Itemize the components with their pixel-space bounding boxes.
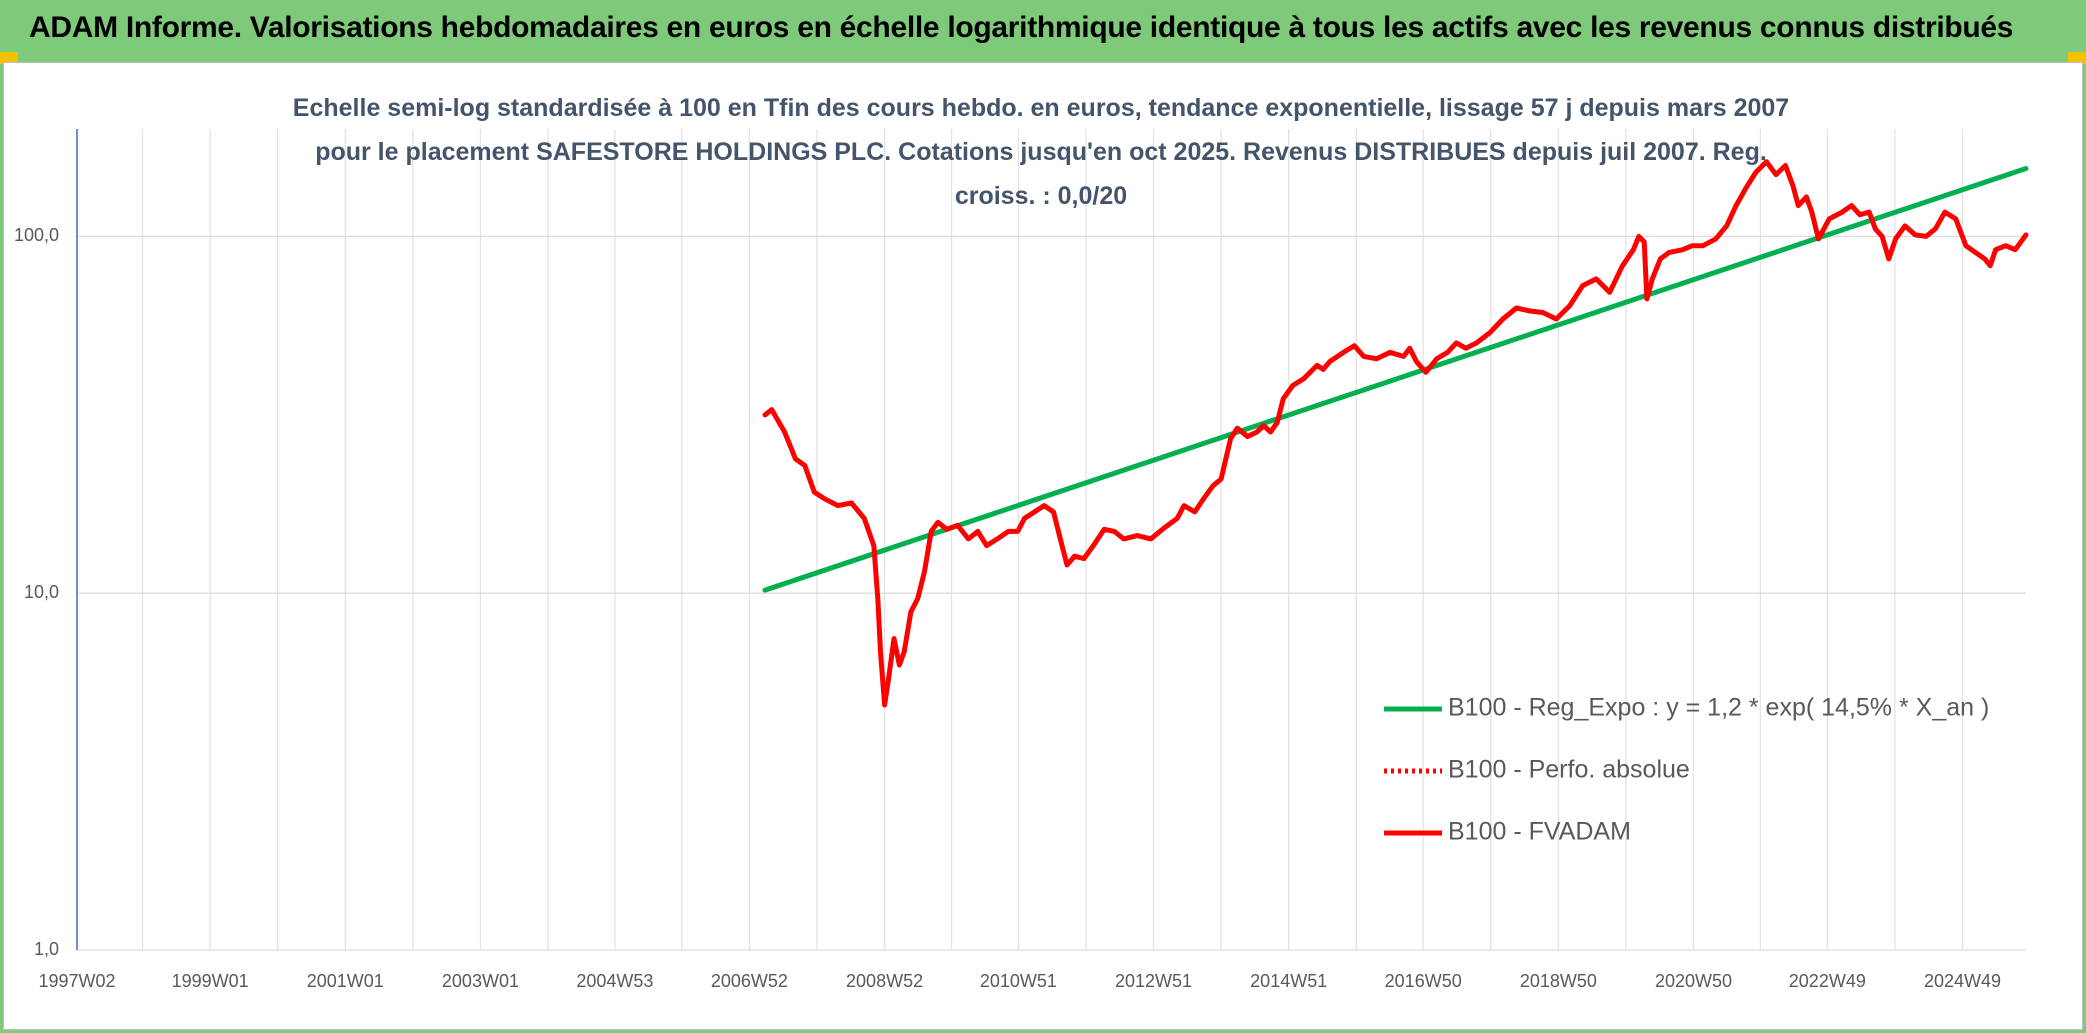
x-tick-label: 2018W50 — [1520, 971, 1597, 991]
x-tick-label: 2024W49 — [1924, 971, 2001, 991]
y-tick-label: 1,0 — [34, 939, 59, 959]
legend-label: B100 - Perfo. absolue — [1448, 756, 1690, 784]
x-tick-label: 2014W51 — [1250, 971, 1327, 991]
x-tick-label: 1997W02 — [38, 971, 115, 991]
y-tick-label: 10,0 — [24, 582, 59, 602]
corner-mark — [2068, 52, 2086, 64]
chart-panel — [3, 62, 2083, 1030]
x-tick-label: 2008W52 — [846, 971, 923, 991]
x-tick-label: 2020W50 — [1655, 971, 1732, 991]
legend-label: B100 - FVADAM — [1448, 818, 1631, 846]
y-tick-label: 100,0 — [14, 225, 59, 245]
series-line — [762, 166, 2029, 593]
x-tick-label: 2016W50 — [1385, 971, 1462, 991]
x-tick-label: 1999W01 — [172, 971, 249, 991]
legend-label: B100 - Reg_Expo : y = 1,2 * exp( 14,5% *… — [1448, 694, 1989, 722]
x-tick-label: 2012W51 — [1115, 971, 1192, 991]
header-title: ADAM Informe. Valorisations hebdomadaire… — [29, 11, 2014, 44]
x-tick-label: 2022W49 — [1789, 971, 1866, 991]
x-tick-label: 2003W01 — [442, 971, 519, 991]
chart-title: Echelle semi-log standardisée à 100 en T… — [292, 94, 1790, 210]
x-tick-label: 2001W01 — [307, 971, 384, 991]
header-bar: ADAM Informe. Valorisations hebdomadaire… — [0, 0, 2086, 61]
x-tick-label: 2004W53 — [576, 971, 653, 991]
series-line — [762, 159, 2029, 708]
corner-mark — [0, 52, 18, 64]
x-tick-label: 2006W52 — [711, 971, 788, 991]
x-tick-label: 2010W51 — [980, 971, 1057, 991]
